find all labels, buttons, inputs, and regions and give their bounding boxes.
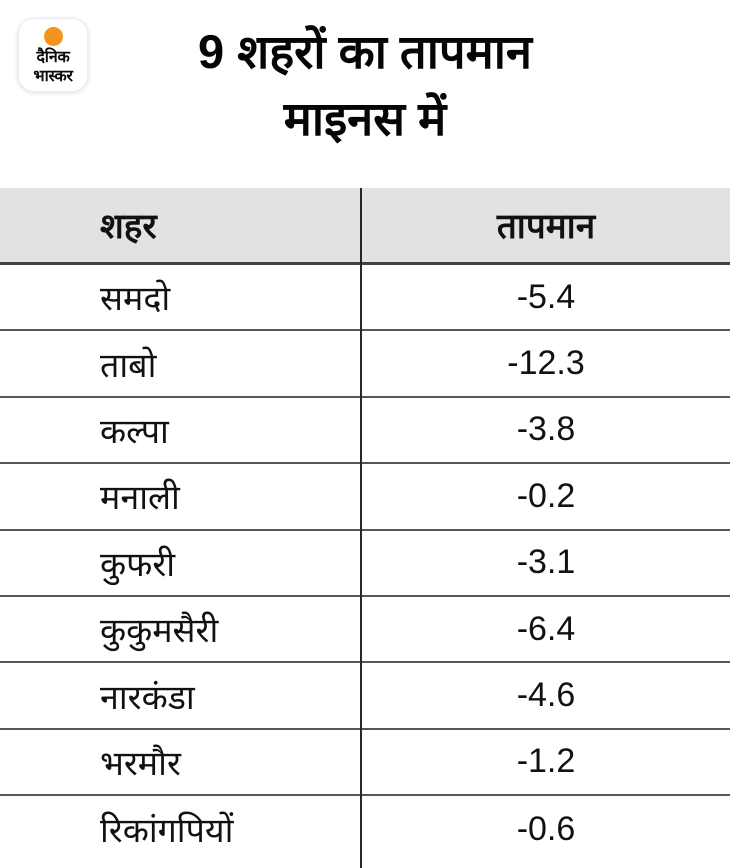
temperature-cell: -12.3 [507, 344, 585, 383]
temperature-cell: -0.2 [516, 476, 576, 515]
temperature-cell: -1.2 [516, 742, 576, 781]
city-cell: कुफरी [100, 545, 176, 584]
dainik-bhaskar-logo: दैनिक भास्कर [18, 18, 88, 92]
column-header-city: शहर [100, 206, 157, 246]
table-row: रिकांगपियों -0.6 [0, 796, 730, 863]
table-row: कल्पा -3.8 [0, 397, 730, 465]
city-cell: भरमौर [100, 744, 181, 783]
city-cell: समदो [100, 280, 171, 319]
table-row: ताबो -12.3 [0, 331, 730, 398]
temperature-cell: -5.4 [516, 277, 576, 316]
table-row: कुकुमसैरी -6.4 [0, 596, 730, 664]
city-cell: नारकंडा [100, 678, 195, 717]
column-header-temperature: तापमान [496, 206, 596, 246]
city-cell: मनाली [100, 479, 180, 518]
temperature-cell: -4.6 [516, 676, 576, 715]
table-row: भरमौर -1.2 [0, 729, 730, 797]
table-row: नारकंडा -4.6 [0, 663, 730, 730]
table-row: कुफरी -3.1 [0, 530, 730, 597]
temperature-cell: -3.1 [516, 543, 576, 582]
logo-text: दैनिक भास्कर [33, 48, 73, 86]
temperature-cell: -6.4 [516, 609, 576, 648]
table-row: समदो -5.4 [0, 265, 730, 332]
temperature-cell: -3.8 [516, 410, 576, 449]
city-cell: ताबो [100, 346, 157, 385]
logo-text-line2: भास्कर [33, 68, 73, 85]
column-divider [360, 188, 362, 868]
table-body: समदो -5.4 ताबो -12.3 कल्पा -3.8 मनाली -0.2 कुफरी… [0, 265, 730, 863]
table-row: मनाली -0.2 [0, 464, 730, 531]
city-cell: कुकुमसैरी [100, 612, 219, 651]
title-line-1: 9 शहरों का तापमान [198, 25, 532, 78]
logo-text-line1: दैनिक [36, 49, 70, 66]
temperature-table: शहर तापमान समदो -5.4 ताबो -12.3 कल्पा -3.8 मना… [0, 188, 730, 863]
page-title: 9 शहरों का तापमान माइनस में [0, 18, 730, 152]
city-cell: रिकांगपियों [100, 812, 234, 851]
city-cell: कल्पा [100, 412, 169, 451]
title-line-2: माइनस में [283, 92, 447, 145]
temperature-cell: -0.6 [516, 809, 576, 848]
table-header-row: शहर तापमान [0, 188, 730, 265]
sun-icon [43, 27, 63, 46]
